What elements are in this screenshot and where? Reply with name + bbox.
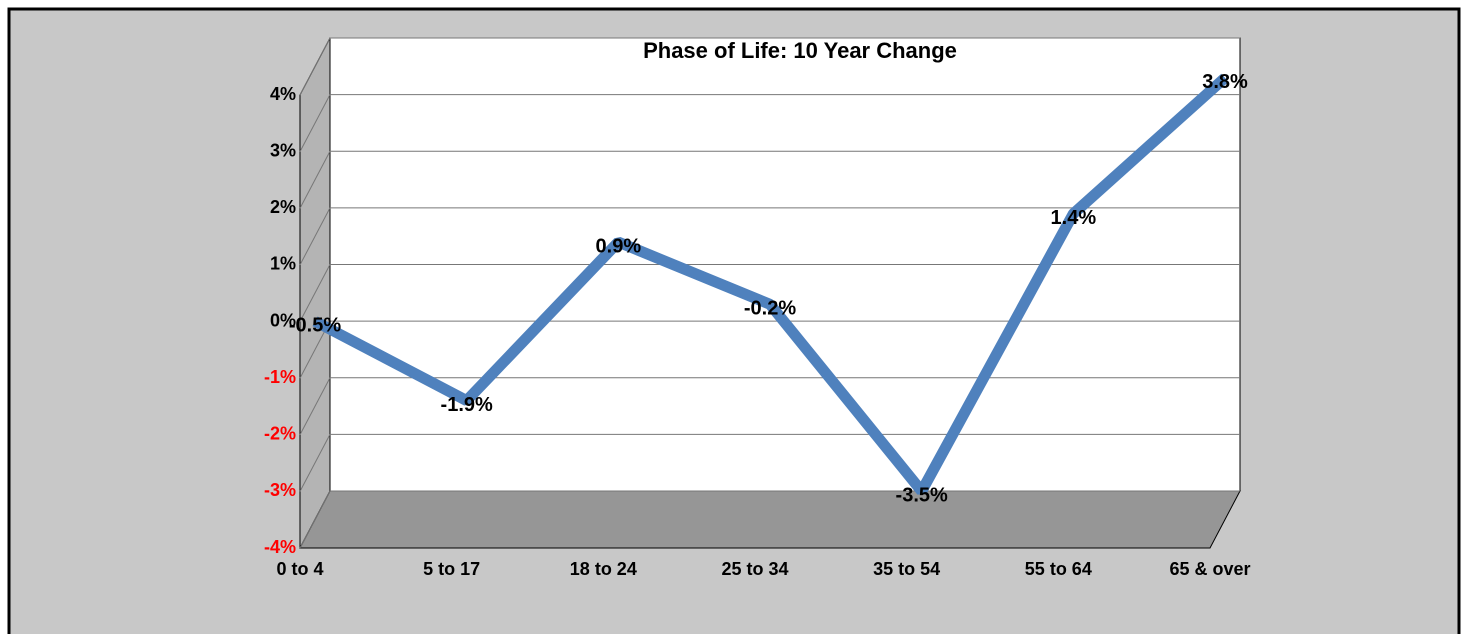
y-tick-label: -1% — [264, 367, 296, 387]
x-tick-label: 55 to 64 — [1025, 559, 1092, 579]
x-tick-label: 25 to 34 — [721, 559, 788, 579]
x-tick-label: 5 to 17 — [423, 559, 480, 579]
line-ribbon — [312, 73, 1229, 495]
data-label: -1.9% — [441, 394, 493, 416]
data-label: -0.5% — [289, 315, 341, 337]
side-grid-line — [299, 37, 331, 96]
x-tick-label: 35 to 54 — [873, 559, 940, 579]
y-tick-label: -2% — [264, 424, 296, 444]
side-grid-line — [299, 264, 331, 322]
data-label: 3.8% — [1202, 71, 1248, 93]
x-tick-label: 0 to 4 — [276, 559, 323, 579]
data-label: -0.2% — [744, 298, 796, 320]
y-tick-label: 3% — [270, 140, 296, 160]
side-grid-line — [299, 434, 331, 492]
y-tick-label: 0% — [270, 310, 296, 330]
side-grid-line — [299, 377, 331, 435]
y-tick-label: 4% — [270, 84, 296, 104]
y-tick-label: -3% — [264, 480, 296, 500]
floor — [299, 490, 1241, 549]
side-grid-line — [299, 151, 331, 209]
y-tick-label: 2% — [270, 197, 296, 217]
side-grid-line — [299, 207, 331, 266]
y-tick-label: -4% — [264, 537, 296, 557]
data-label: -3.5% — [896, 484, 948, 506]
x-tick-label: 65 & over — [1169, 559, 1250, 579]
y-tick-label: 1% — [270, 254, 296, 274]
side-grid-line — [299, 94, 331, 152]
data-label: 1.4% — [1051, 207, 1097, 229]
chart-title: Phase of Life: 10 Year Change — [643, 38, 957, 63]
side-grid-line — [299, 490, 331, 549]
x-tick-label: 18 to 24 — [570, 559, 637, 579]
data-label: 0.9% — [596, 235, 642, 257]
